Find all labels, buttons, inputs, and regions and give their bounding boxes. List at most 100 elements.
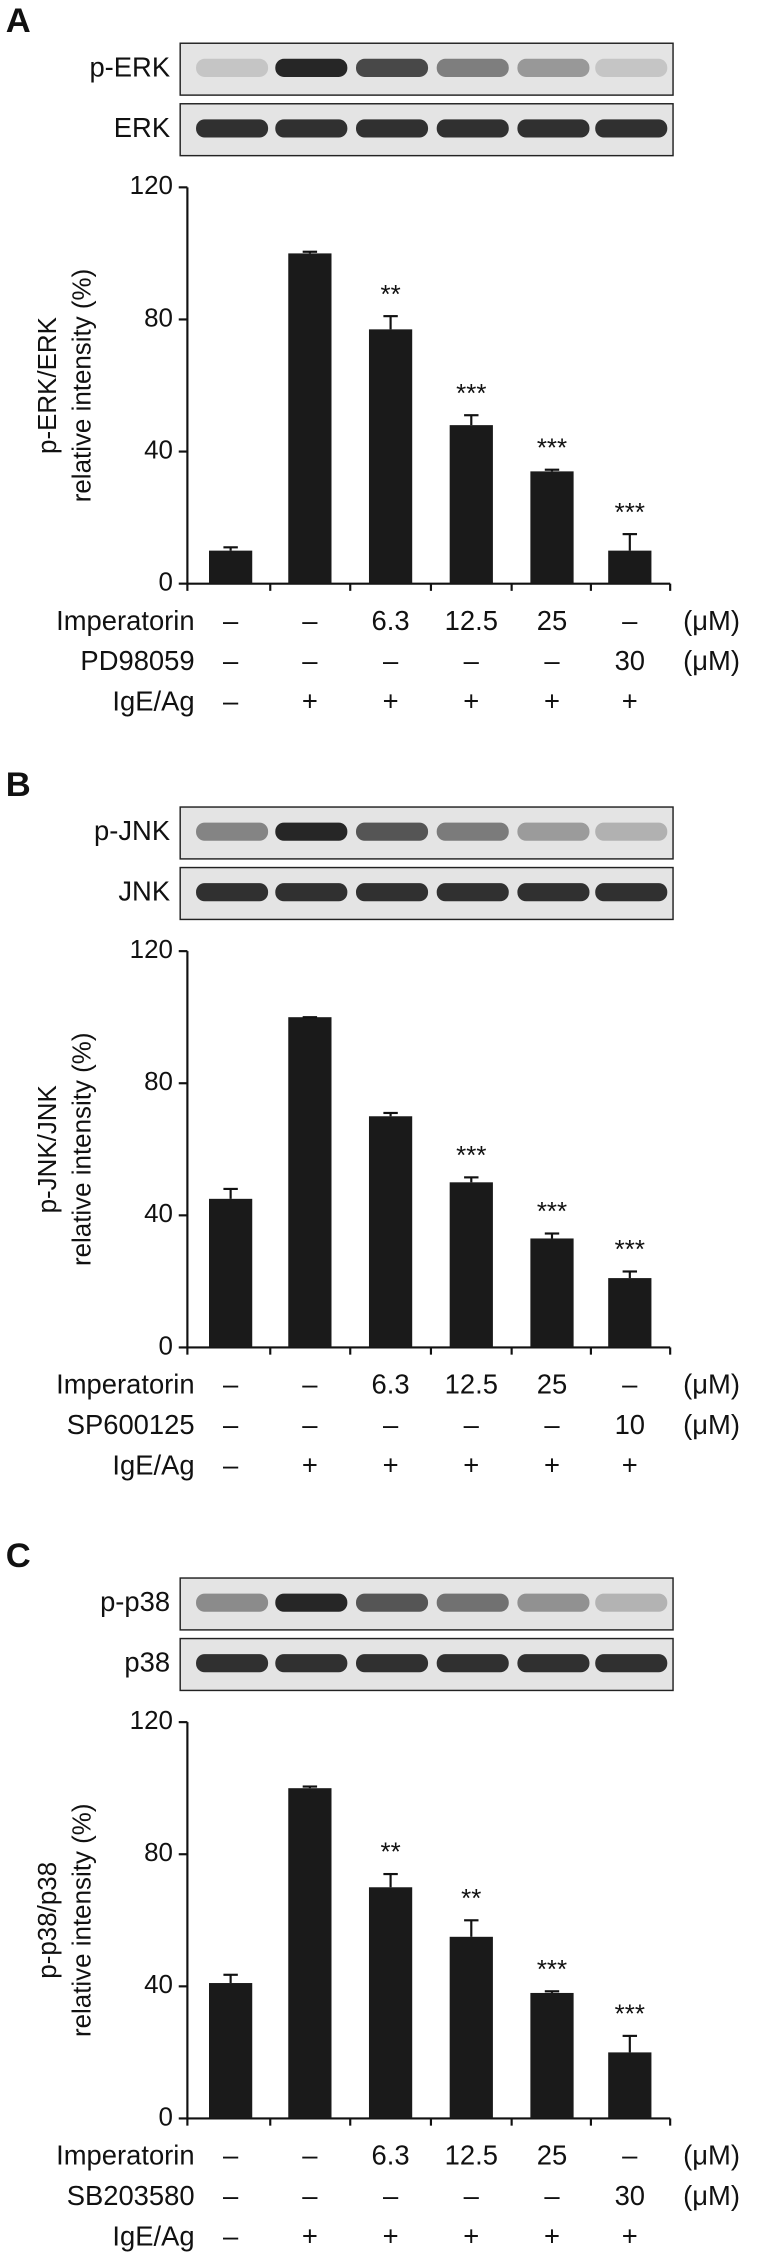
blot-band — [196, 119, 269, 138]
treatment-value: – — [223, 1369, 239, 1400]
treatment-name: Imperatorin — [56, 2140, 194, 2171]
blot-band — [436, 822, 509, 841]
blot-band — [275, 822, 348, 841]
y-tick-label: 80 — [144, 1839, 173, 1867]
blot-band — [196, 822, 269, 841]
significance-label: *** — [537, 1198, 567, 1226]
treatment-value: – — [544, 645, 560, 676]
treatment-value: – — [464, 1409, 480, 1440]
treatment-value: 12.5 — [445, 605, 498, 636]
treatment-name: IgE/Ag — [112, 686, 194, 717]
treatment-value: – — [622, 605, 638, 636]
bar — [368, 1887, 413, 2119]
y-axis-label: relative intensity (%) — [68, 1033, 96, 1267]
blot-band — [517, 883, 590, 902]
y-tick-label: 120 — [130, 172, 173, 200]
y-tick-label: 0 — [159, 569, 173, 597]
y-axis-label: p-p38/p38 — [34, 1862, 62, 1979]
blot-label: p-ERK — [89, 51, 170, 82]
treatment-value: – — [464, 645, 480, 676]
y-axis-label: p-ERK/ERK — [34, 316, 62, 454]
treatment-value: + — [463, 686, 479, 717]
blot-band — [356, 119, 429, 138]
blot-band — [196, 58, 269, 77]
blot-band — [196, 1593, 269, 1612]
blot-band — [595, 1654, 668, 1673]
treatment-value: + — [544, 2220, 560, 2251]
bar — [608, 550, 652, 584]
treatment-name: IgE/Ag — [112, 2220, 194, 2251]
y-tick-label: 40 — [144, 1971, 173, 1999]
blot-band — [595, 1593, 668, 1612]
treatment-name: IgE/Ag — [112, 1449, 194, 1480]
bar — [368, 329, 413, 584]
treatment-value: 6.3 — [372, 605, 410, 636]
treatment-value: + — [383, 1449, 399, 1480]
significance-label: *** — [537, 1956, 567, 1984]
treatment-value: – — [302, 1409, 318, 1440]
treatment-name: Imperatorin — [56, 1369, 194, 1400]
treatment-name: Imperatorin — [56, 605, 194, 636]
y-tick-label: 80 — [144, 1068, 173, 1096]
bar — [209, 550, 253, 584]
y-tick-label: 0 — [159, 1332, 173, 1360]
significance-label: *** — [456, 1142, 486, 1170]
significance-label: *** — [615, 499, 645, 527]
treatment-value: – — [383, 1409, 399, 1440]
significance-label: ** — [380, 281, 400, 309]
blot-band — [356, 1593, 429, 1612]
treatment-value: + — [302, 686, 318, 717]
treatment-value: – — [223, 2140, 239, 2171]
bar — [368, 1116, 413, 1348]
treatment-value: – — [302, 2180, 318, 2211]
y-axis-label: relative intensity (%) — [68, 1804, 96, 2038]
panel-letter: A — [6, 2, 31, 40]
treatment-value: 10 — [615, 1409, 645, 1440]
treatment-value: – — [302, 2140, 318, 2171]
treatment-value: – — [544, 2180, 560, 2211]
treatment-value: – — [223, 2220, 239, 2251]
blot-band — [595, 822, 668, 841]
blot-label: p38 — [124, 1647, 170, 1678]
treatment-value: – — [302, 605, 318, 636]
blot-band — [356, 58, 429, 77]
panel: Cp-p38 p38 0 40 80 120 p-p38/p38 relative inten… — [6, 1537, 740, 2251]
y-tick-label: 40 — [144, 1200, 173, 1228]
treatment-value: + — [622, 2220, 638, 2251]
blot-label: p-p38 — [100, 1586, 170, 1617]
bar — [449, 1936, 493, 2119]
blot-band — [595, 58, 668, 77]
significance-label: *** — [615, 1236, 645, 1264]
bar — [209, 1983, 253, 2119]
treatment-value: + — [302, 2220, 318, 2251]
panel: Bp-JNK JNK 0 40 80 120 p-JNK/JNK relative inten… — [6, 766, 740, 1480]
significance-label: ** — [461, 1885, 481, 1913]
blot-band — [275, 883, 348, 902]
treatment-value: – — [223, 686, 239, 717]
blot-band — [436, 58, 509, 77]
blot-band — [595, 119, 668, 138]
blot-band — [436, 119, 509, 138]
y-tick-label: 80 — [144, 304, 173, 332]
treatment-value: + — [622, 686, 638, 717]
y-axis-label: p-JNK/JNK — [34, 1084, 62, 1213]
treatment-name: SB203580 — [67, 2180, 195, 2211]
blot-label: ERK — [114, 112, 170, 143]
treatment-value: + — [544, 686, 560, 717]
treatment-value: – — [223, 645, 239, 676]
y-axis-label: relative intensity (%) — [68, 269, 96, 503]
treatment-value: 12.5 — [445, 1369, 498, 1400]
blot-band — [356, 883, 429, 902]
treatment-value: 30 — [615, 2180, 645, 2211]
bar — [288, 253, 332, 584]
treatment-value: + — [383, 686, 399, 717]
treatment-value: + — [544, 1449, 560, 1480]
treatment-value: + — [463, 1449, 479, 1480]
blot-band — [275, 119, 348, 138]
bar — [530, 1992, 574, 2119]
blot-band — [196, 883, 269, 902]
blot-band — [517, 822, 590, 841]
bar — [209, 1198, 253, 1348]
blot-label: p-JNK — [94, 815, 170, 846]
